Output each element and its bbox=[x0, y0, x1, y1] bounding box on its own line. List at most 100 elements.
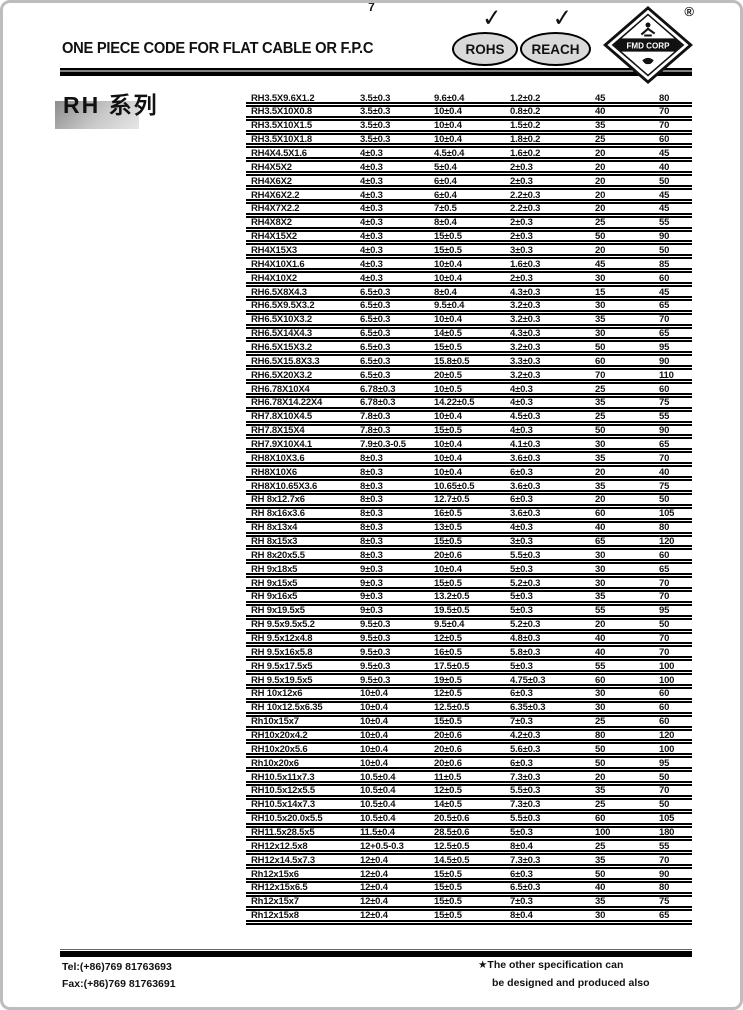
spec-model-cell: RH4X7X2.2 bbox=[251, 203, 300, 215]
spec-value-cell: 50 bbox=[659, 619, 670, 631]
spec-row: RH10.5x14x7.3 10.5±0.4 14±0.5 7.3±0.3 25 50 bbox=[246, 800, 692, 814]
spec-value-cell: 3.6±0.3 bbox=[510, 480, 541, 492]
spec-value-cell: 9.5±0.3 bbox=[360, 619, 391, 631]
spec-value-cell: 4.3±0.3 bbox=[510, 286, 541, 298]
spec-value-cell: 9±0.3 bbox=[360, 591, 383, 603]
spec-value-cell: 30 bbox=[595, 328, 606, 340]
spec-value-cell: 3.2±0.3 bbox=[510, 300, 541, 312]
spec-value-cell: 45 bbox=[659, 189, 670, 201]
spec-model-cell: RH 9x16x5 bbox=[251, 591, 298, 603]
spec-row: RH4X8X2 4±0.3 8±0.4 2±0.3 25 55 bbox=[246, 218, 692, 232]
spec-value-cell: 10±0.4 bbox=[434, 120, 462, 132]
spec-model-cell: RH6.5X15X3.2 bbox=[251, 341, 312, 353]
spec-value-cell: 3±0.3 bbox=[510, 536, 533, 547]
spec-value-cell: 8±0.3 bbox=[360, 522, 383, 534]
spec-value-cell: 35 bbox=[595, 785, 606, 797]
spec-value-cell: 7.8±0.3 bbox=[360, 425, 391, 437]
spec-value-cell: 70 bbox=[659, 577, 670, 589]
spec-value-cell: 20 bbox=[595, 466, 606, 478]
spec-value-cell: 6±0.4 bbox=[434, 175, 457, 187]
spec-row: RH6.5X15.8X3.3 6.5±0.3 15.8±0.5 3.3±0.3 60 90 bbox=[246, 355, 692, 371]
spec-value-cell: 30 bbox=[595, 702, 606, 714]
spec-model-cell: RH10.5x20.0x5.5 bbox=[251, 813, 323, 825]
spec-value-cell: 15±0.5 bbox=[434, 244, 462, 256]
spec-value-cell: 9±0.3 bbox=[360, 577, 383, 589]
spec-value-cell: 70 bbox=[659, 314, 670, 326]
spec-value-cell: 19.5±0.5 bbox=[434, 605, 470, 617]
spec-value-cell: 60 bbox=[659, 716, 670, 728]
spec-value-cell: 50 bbox=[595, 868, 606, 880]
spec-value-cell: 5.2±0.3 bbox=[510, 619, 541, 631]
spec-value-cell: 95 bbox=[659, 757, 670, 769]
spec-row: RH10.5x11x7.3 10.5±0.4 11±0.5 7.3±0.3 20 50 bbox=[246, 772, 692, 786]
spec-row: RH 9.5x9.5x5.2 9.5±0.3 9.5±0.4 5.2±0.3 20 50 bbox=[246, 620, 692, 634]
spec-row: RH4X6X2 4±0.3 6±0.4 2±0.3 20 50 bbox=[246, 176, 692, 190]
spec-value-cell: 2±0.3 bbox=[510, 175, 533, 187]
series-title: RH 系列 bbox=[63, 92, 159, 118]
spec-value-cell: 2±0.3 bbox=[510, 231, 533, 243]
spec-value-cell: 65 bbox=[659, 438, 670, 450]
spec-value-cell: 20 bbox=[595, 244, 606, 256]
logo-text: FMD CORP bbox=[626, 41, 670, 50]
spec-value-cell: 70 bbox=[659, 452, 670, 464]
spec-value-cell: 15±0.5 bbox=[434, 231, 462, 243]
spec-row: RH8X10.65X3.6 8±0.3 10.65±0.5 3.6±0.3 35 75 bbox=[246, 481, 692, 495]
spec-value-cell: 10±0.4 bbox=[434, 258, 462, 270]
spec-value-cell: 4.8±0.3 bbox=[510, 633, 541, 645]
spec-row: Rh12x15x6 12±0.4 15±0.5 6±0.3 50 90 bbox=[246, 869, 692, 883]
spec-row: RH 8x12.7x6 8±0.3 12.7±0.5 6±0.3 20 50 bbox=[246, 495, 692, 509]
spec-value-cell: 15±0.5 bbox=[434, 896, 462, 908]
spec-value-cell: 180 bbox=[659, 827, 675, 839]
spec-row: RH 9.5x17.5x5 9.5±0.3 17.5±0.5 5±0.3 55 100 bbox=[246, 661, 692, 675]
spec-model-cell: RH 8x13x4 bbox=[251, 522, 298, 534]
spec-model-cell: Rh12x15x6 bbox=[251, 868, 299, 880]
spec-value-cell: 30 bbox=[595, 549, 606, 561]
spec-value-cell: 40 bbox=[595, 882, 606, 894]
spec-value-cell: 60 bbox=[659, 134, 670, 146]
spec-value-cell: 20±0.6 bbox=[434, 549, 462, 561]
spec-value-cell: 90 bbox=[659, 355, 670, 367]
spec-model-cell: RH8X10X6 bbox=[251, 466, 297, 478]
spec-model-cell: RH4X4.5X1.6 bbox=[251, 147, 307, 159]
footer-rule bbox=[60, 949, 692, 957]
spec-row: Rh10x20x6 10±0.4 20±0.6 6±0.3 50 95 bbox=[246, 758, 692, 772]
spec-value-cell: 40 bbox=[595, 522, 606, 534]
spec-row: RH8X10X6 8±0.3 10±0.4 6±0.3 20 40 bbox=[246, 467, 692, 481]
spec-row: RH6.5X10X3.2 6.5±0.3 10±0.4 3.2±0.3 35 70 bbox=[246, 315, 692, 329]
spec-value-cell: 4±0.3 bbox=[360, 272, 383, 284]
spec-value-cell: 20±0.5 bbox=[434, 369, 462, 381]
page-number: 7 bbox=[368, 0, 375, 14]
spec-value-cell: 3.5±0.3 bbox=[360, 106, 391, 118]
spec-value-cell: 35 bbox=[595, 397, 606, 409]
spec-value-cell: 5±0.3 bbox=[510, 660, 533, 672]
spec-value-cell: 8±0.3 bbox=[360, 466, 383, 478]
spec-value-cell: 45 bbox=[659, 203, 670, 215]
spec-value-cell: 10±0.4 bbox=[360, 757, 388, 769]
spec-value-cell: 12.5±0.5 bbox=[434, 702, 470, 714]
spec-model-cell: Rh12x15x7 bbox=[251, 896, 299, 908]
spec-value-cell: 70 bbox=[659, 106, 670, 118]
spec-model-cell: RH11.5x28.5x5 bbox=[251, 827, 315, 839]
spec-value-cell: 70 bbox=[659, 646, 670, 658]
spec-value-cell: 6.78±0.3 bbox=[360, 383, 396, 395]
spec-row: RH 8x20x5.5 8±0.3 20±0.6 5.5±0.3 30 60 bbox=[246, 549, 692, 565]
spec-value-cell: 4±0.3 bbox=[360, 175, 383, 187]
tel-label: Tel:(+86)769 81763693 bbox=[62, 961, 172, 973]
spec-row: RH6.5X14X4.3 6.5±0.3 14±0.5 4.3±0.3 30 65 bbox=[246, 329, 692, 343]
spec-model-cell: RH12x12.5x8 bbox=[251, 840, 308, 852]
spec-value-cell: 50 bbox=[659, 799, 670, 811]
spec-value-cell: 25 bbox=[595, 383, 606, 395]
spec-model-cell: RH10.5x12x5.5 bbox=[251, 785, 315, 797]
spec-value-cell: 50 bbox=[595, 231, 606, 243]
spec-value-cell: 70 bbox=[595, 369, 606, 381]
spec-row: RH6.78X14.22X4 6.78±0.3 14.22±0.5 4±0.3 35 75 bbox=[246, 398, 692, 412]
spec-value-cell: 4±0.3 bbox=[360, 189, 383, 201]
spec-value-cell: 5±0.3 bbox=[510, 563, 533, 575]
spec-model-cell: RH10.5x11x7.3 bbox=[251, 771, 315, 783]
spec-value-cell: 60 bbox=[595, 674, 606, 686]
spec-value-cell: 10±0.4 bbox=[434, 563, 462, 575]
spec-model-cell: RH 10x12.5x6.35 bbox=[251, 702, 323, 714]
spec-row: RH4X10X1.6 4±0.3 10±0.4 1.6±0.3 45 85 bbox=[246, 258, 692, 274]
spec-model-cell: RH4X8X2 bbox=[251, 217, 292, 229]
spec-row: RH3.5X10X1.8 3.5±0.3 10±0.4 1.8±0.2 25 60 bbox=[246, 135, 692, 149]
